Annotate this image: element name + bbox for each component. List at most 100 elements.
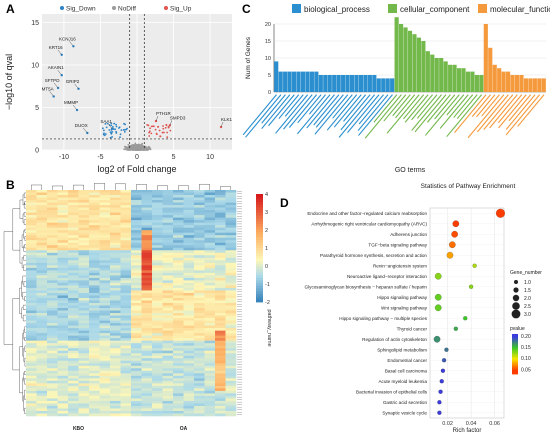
heatmap-cell [99, 365, 111, 369]
heatmap-cell [36, 330, 48, 334]
heatmap-cell [173, 230, 184, 233]
heatmap-cell [99, 237, 111, 241]
heatmap-cell [78, 303, 90, 306]
volcano-point-up [167, 126, 170, 129]
heatmap-cell [204, 292, 216, 296]
heatmap-cell [215, 265, 226, 269]
colorbar-segment [256, 291, 263, 295]
go-term-label [358, 94, 393, 136]
heatmap-cell [131, 313, 142, 316]
heatmap-cell [141, 338, 153, 341]
heatmap-cell [57, 370, 69, 374]
heatmap-cell [194, 275, 205, 279]
heatmap-cell [68, 265, 79, 269]
heatmap-cell [173, 353, 184, 357]
heatmap-cell [162, 287, 174, 291]
heatmap-cell [215, 202, 226, 206]
heatmap-cell [78, 360, 90, 364]
heatmap-cell [36, 398, 48, 402]
heatmap-cell [57, 343, 69, 346]
heatmap-cell [225, 350, 237, 354]
heatmap-cell [68, 210, 79, 213]
heatmap-cell [204, 230, 216, 233]
heatmap-cell [26, 280, 37, 284]
heatmap-cell [194, 363, 205, 367]
colorbar-segment [256, 256, 263, 260]
go-term-label [275, 94, 308, 134]
heatmap-cell [194, 230, 205, 233]
heatmap-cell [99, 222, 111, 226]
heatmap-cell [99, 260, 111, 264]
heatmap-cell [110, 365, 121, 369]
heatmap-cell [36, 395, 48, 399]
heatmap-cell [183, 295, 195, 299]
heatmap-cell [215, 295, 226, 299]
heatmap-cell [131, 300, 142, 304]
heatmap-cell [225, 385, 237, 389]
go-term-label [284, 94, 304, 117]
heatmap-cell [152, 310, 163, 314]
heatmap-cell [26, 380, 37, 384]
heatmap-cell [89, 297, 100, 301]
heatmap-cell [78, 348, 90, 352]
heatmap-cell [26, 358, 37, 362]
volcano-point-up [169, 129, 172, 132]
color-legend-title: pvalue [510, 326, 525, 332]
heatmap-cell [110, 290, 121, 294]
heatmap-cell [194, 345, 205, 349]
volcano-point [148, 146, 151, 149]
heatmap-cell [26, 190, 37, 193]
heatmap-cell [194, 343, 205, 346]
heatmap-cell [26, 313, 37, 316]
go-term-label [498, 94, 523, 123]
heatmap-cell [141, 232, 153, 236]
heatmap-cell [215, 247, 226, 251]
heatmap-cell [173, 215, 184, 218]
volcano-point-down [112, 126, 114, 128]
heatmap-cell [47, 240, 58, 244]
colorbar-segment [256, 275, 263, 279]
colorbar-segment [256, 234, 263, 238]
heatmap-cell [26, 395, 37, 399]
heatmap-cell [99, 197, 111, 201]
go-term-label [456, 94, 478, 119]
heatmap-cell [162, 410, 174, 414]
volcano-point-up [150, 125, 153, 128]
go-term-label [289, 94, 317, 128]
heatmap-cell [57, 310, 69, 314]
color-legend-segment [512, 342, 518, 344]
heatmap-cell [141, 277, 153, 281]
heatmap-cell [120, 358, 132, 362]
go-bar [300, 71, 306, 92]
heatmap-cell [183, 365, 195, 369]
heatmap-cell [78, 235, 90, 239]
heatmap-cell [131, 205, 142, 208]
heatmap-cell [89, 235, 100, 239]
heatmap-cell [225, 257, 237, 261]
enrichment-point [453, 326, 458, 331]
heatmap-cell [152, 350, 163, 354]
heatmap-cell [99, 410, 111, 414]
heatmap-cell [99, 282, 111, 286]
heatmap-cell [36, 217, 48, 221]
heatmap-cell [89, 343, 100, 346]
heatmap-cell [162, 340, 174, 344]
heatmap-cell [36, 277, 48, 281]
gene-label: AKAIN1 [48, 65, 65, 70]
volcano-point-down [123, 130, 126, 133]
colorbar-segment [256, 288, 263, 292]
heatmap-cell [194, 240, 205, 244]
heatmap-cell [194, 413, 205, 417]
heatmap-cell [204, 338, 216, 341]
heatmap-cell [89, 242, 100, 246]
heatmap-cell [57, 220, 69, 223]
heatmap-cell [68, 305, 79, 309]
heatmap-cell [120, 197, 132, 201]
go-bar [314, 71, 319, 92]
heatmap-cell [47, 333, 58, 336]
heatmap-cell [194, 365, 205, 369]
heatmap-cell [26, 242, 37, 246]
heatmap-cell [89, 220, 100, 223]
heatmap-cell [78, 300, 90, 304]
heatmap-cell [152, 292, 163, 296]
